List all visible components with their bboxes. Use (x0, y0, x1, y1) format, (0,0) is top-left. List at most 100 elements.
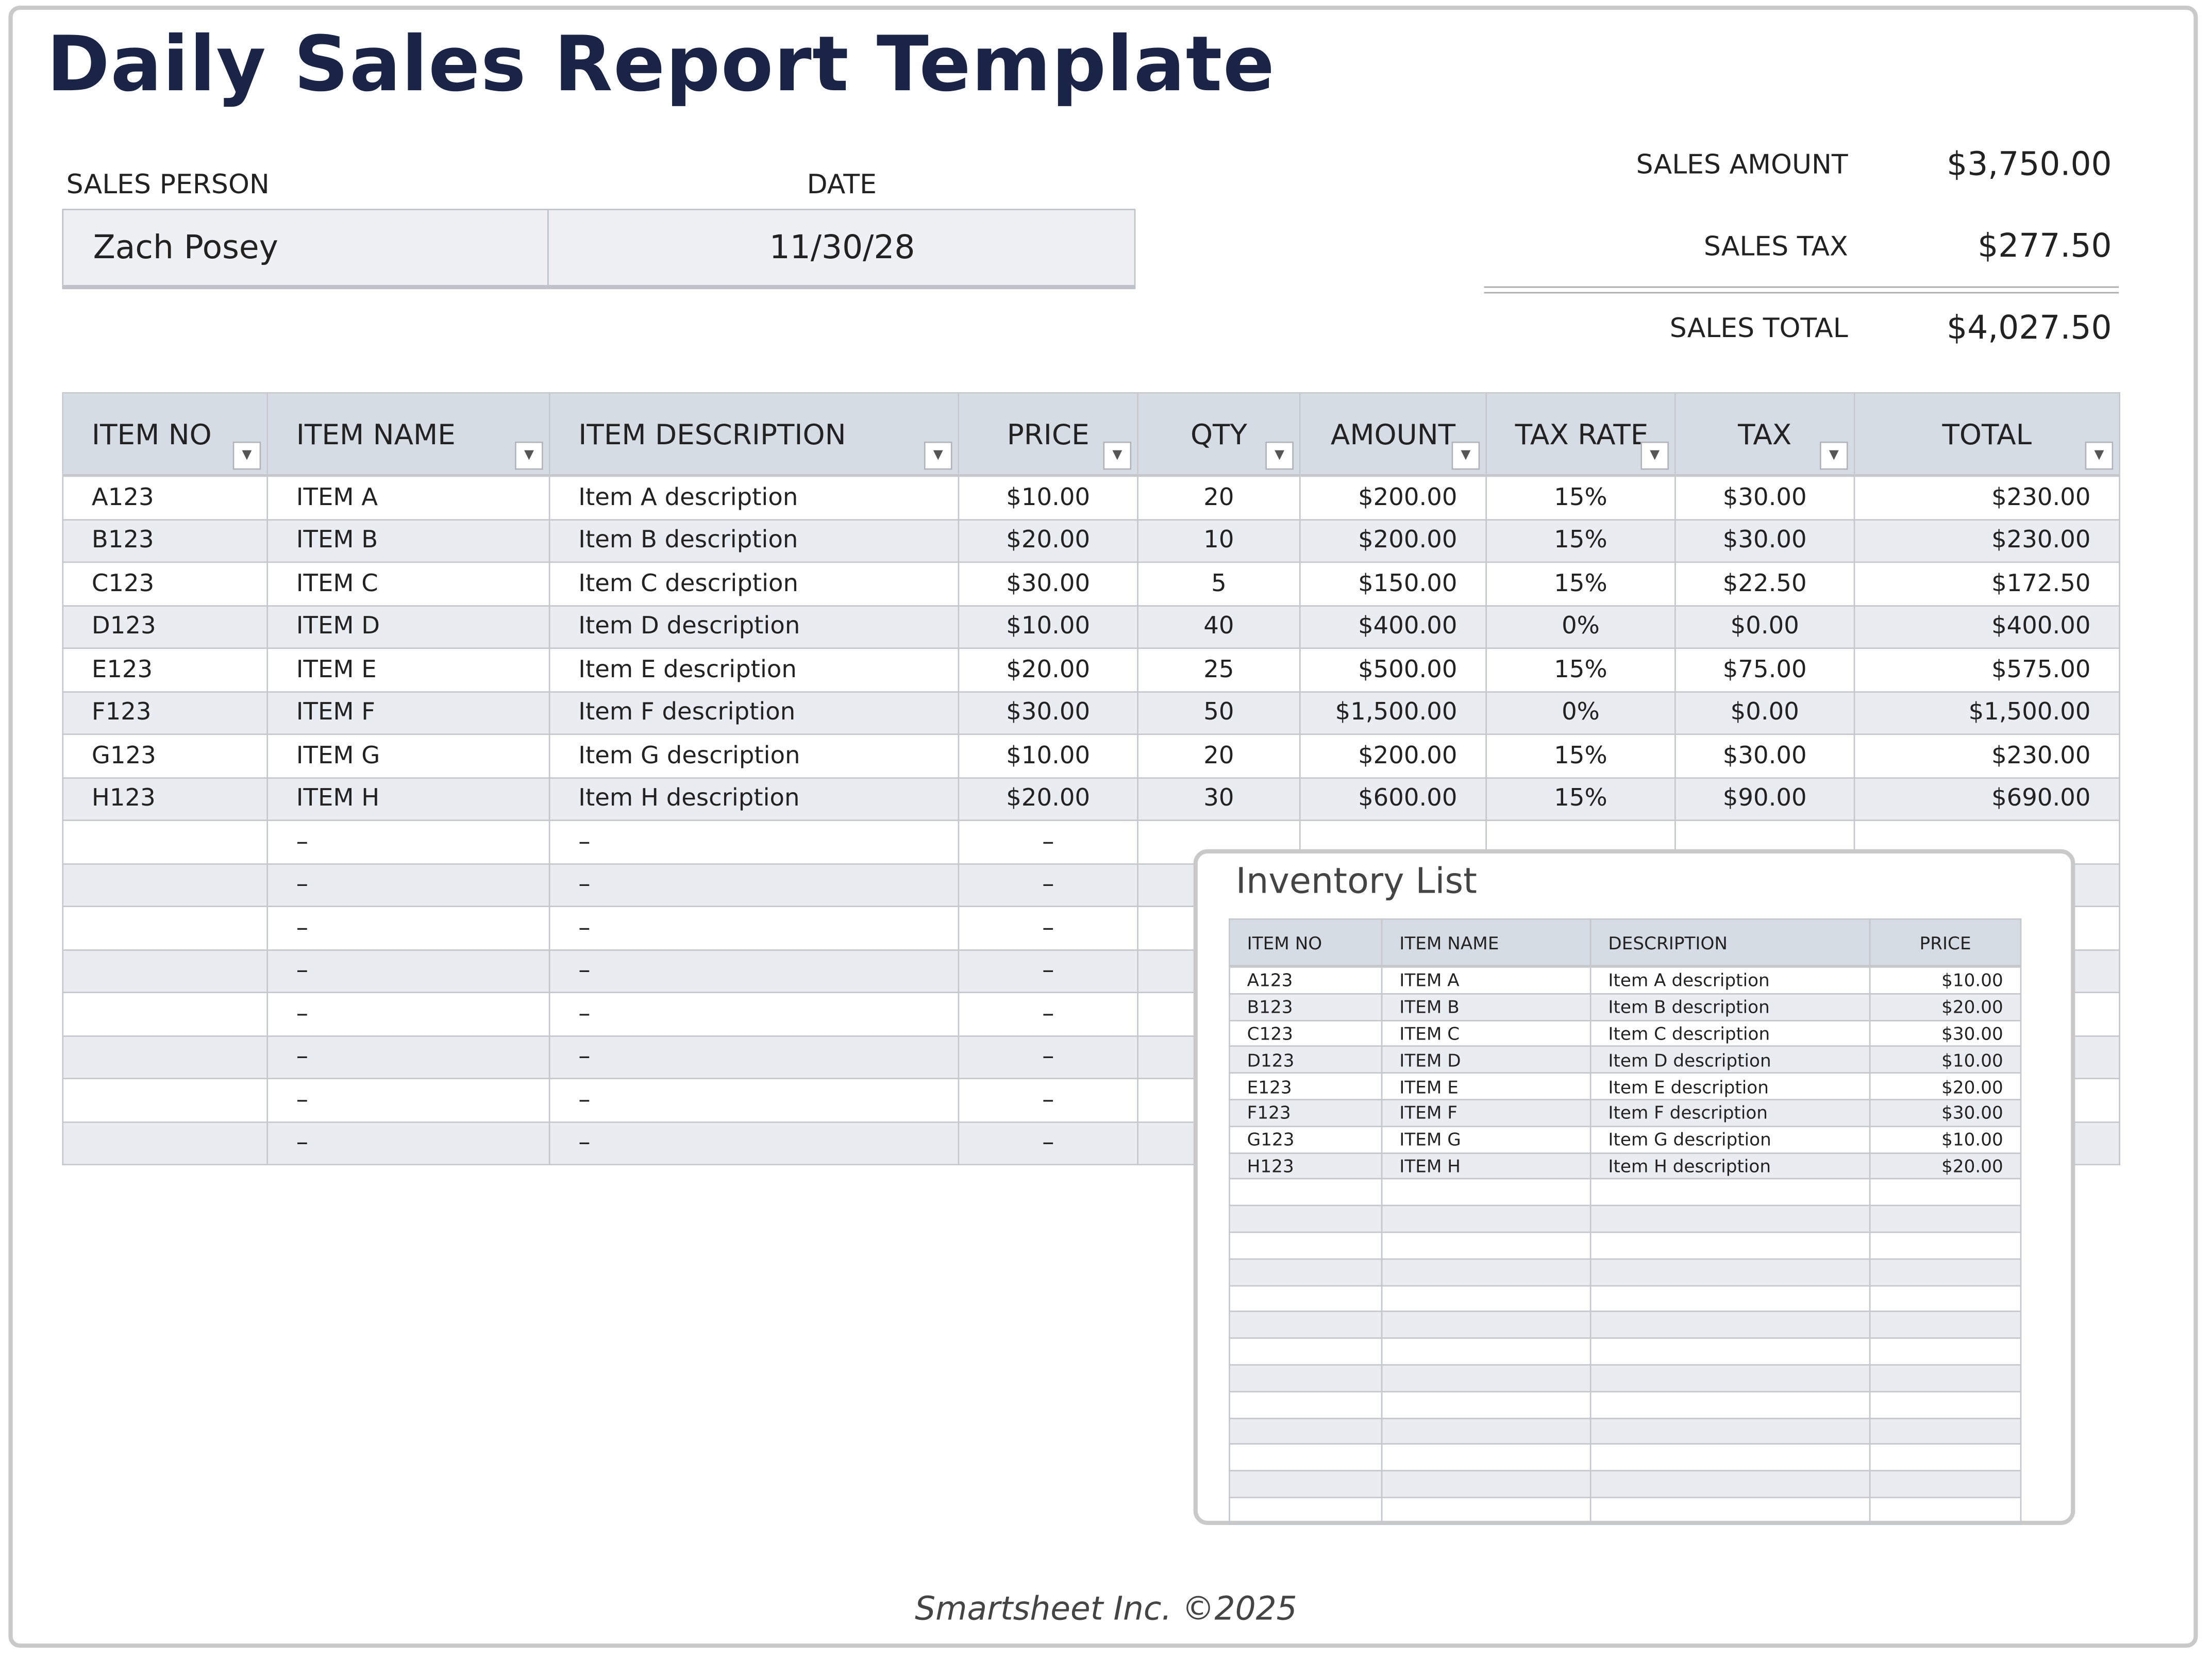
inventory-cell[interactable]: $10.00 (1869, 1125, 2022, 1153)
table-cell[interactable]: $20.00 (958, 518, 1138, 563)
table-cell[interactable] (62, 819, 269, 864)
inventory-cell[interactable] (1869, 1311, 2022, 1339)
table-cell[interactable]: ITEM C (266, 561, 550, 606)
inventory-cell[interactable]: Item C description (1589, 1019, 1871, 1048)
inventory-cell[interactable] (1381, 1470, 1591, 1498)
table-cell[interactable]: – (958, 1078, 1138, 1123)
table-cell[interactable]: $400.00 (1299, 604, 1487, 649)
inventory-cell[interactable] (1381, 1391, 1591, 1419)
table-cell[interactable]: 10 (1137, 518, 1301, 563)
inventory-cell[interactable] (1381, 1364, 1591, 1392)
filter-dropdown-icon[interactable]: ▼ (1640, 441, 1669, 470)
table-cell[interactable]: $10.00 (958, 733, 1138, 778)
table-cell[interactable]: Item B description (548, 518, 960, 563)
table-cell[interactable]: 0% (1485, 690, 1676, 735)
table-cell[interactable]: $200.00 (1299, 733, 1487, 778)
table-cell[interactable]: 20 (1137, 475, 1301, 520)
table-cell[interactable]: ITEM E (266, 647, 550, 692)
inventory-cell[interactable] (1229, 1497, 1383, 1525)
inventory-cell[interactable] (1869, 1444, 2022, 1472)
inventory-cell[interactable] (1381, 1497, 1591, 1525)
table-cell[interactable]: C123 (62, 561, 269, 606)
table-cell[interactable]: – (958, 992, 1138, 1036)
table-cell[interactable]: – (958, 948, 1138, 993)
table-cell[interactable]: $30.00 (1674, 475, 1855, 520)
table-cell[interactable]: B123 (62, 518, 269, 563)
inventory-cell[interactable]: $20.00 (1869, 1072, 2022, 1100)
table-cell[interactable]: F123 (62, 690, 269, 735)
inventory-cell[interactable]: ITEM G (1381, 1125, 1591, 1153)
inventory-cell[interactable] (1381, 1337, 1591, 1366)
inventory-cell[interactable]: F123 (1229, 1099, 1383, 1127)
table-cell[interactable] (62, 1034, 269, 1079)
table-cell[interactable]: – (266, 992, 550, 1036)
table-cell[interactable]: $230.00 (1853, 518, 2121, 563)
table-cell[interactable]: ITEM F (266, 690, 550, 735)
table-cell[interactable]: $0.00 (1674, 604, 1855, 649)
inventory-cell[interactable] (1229, 1178, 1383, 1207)
inventory-cell[interactable] (1869, 1284, 2022, 1313)
inventory-cell[interactable]: Item A description (1589, 965, 1871, 995)
table-cell[interactable]: – (548, 1120, 960, 1165)
filter-dropdown-icon[interactable]: ▼ (924, 441, 952, 470)
inventory-cell[interactable] (1229, 1364, 1383, 1392)
table-cell[interactable]: – (548, 1078, 960, 1123)
table-cell[interactable]: $30.00 (1674, 733, 1855, 778)
inventory-cell[interactable] (1869, 1470, 2022, 1498)
inventory-cell[interactable] (1229, 1311, 1383, 1339)
inventory-cell[interactable] (1381, 1284, 1591, 1313)
table-cell[interactable] (62, 906, 269, 950)
table-cell[interactable]: $10.00 (958, 604, 1138, 649)
inventory-cell[interactable]: $30.00 (1869, 1099, 2022, 1127)
inventory-cell[interactable] (1869, 1417, 2022, 1445)
inventory-cell[interactable]: ITEM H (1381, 1152, 1591, 1180)
filter-dropdown-icon[interactable]: ▼ (515, 441, 543, 470)
table-cell[interactable]: ITEM A (266, 475, 550, 520)
table-cell[interactable]: ITEM G (266, 733, 550, 778)
table-cell[interactable]: $400.00 (1853, 604, 2121, 649)
table-cell[interactable]: 40 (1137, 604, 1301, 649)
inventory-cell[interactable] (1589, 1231, 1871, 1260)
inventory-cell[interactable] (1589, 1364, 1871, 1392)
table-cell[interactable]: – (266, 819, 550, 864)
inventory-cell[interactable] (1589, 1337, 1871, 1366)
table-cell[interactable]: $30.00 (958, 561, 1138, 606)
inventory-cell[interactable] (1229, 1205, 1383, 1233)
filter-dropdown-icon[interactable]: ▼ (1819, 441, 1848, 470)
table-cell[interactable]: $600.00 (1299, 776, 1487, 822)
inventory-cell[interactable] (1381, 1231, 1591, 1260)
table-cell[interactable]: Item F description (548, 690, 960, 735)
inventory-cell[interactable]: ITEM C (1381, 1019, 1591, 1048)
inventory-cell[interactable] (1589, 1258, 1871, 1286)
inventory-cell[interactable]: Item B description (1589, 993, 1871, 1021)
table-cell[interactable]: D123 (62, 604, 269, 649)
inventory-cell[interactable] (1869, 1337, 2022, 1366)
table-cell[interactable]: $200.00 (1299, 518, 1487, 563)
table-cell[interactable]: G123 (62, 733, 269, 778)
inventory-cell[interactable] (1381, 1417, 1591, 1445)
table-cell[interactable]: – (266, 1078, 550, 1123)
inventory-cell[interactable] (1229, 1391, 1383, 1419)
table-cell[interactable]: – (548, 906, 960, 950)
inventory-cell[interactable] (1589, 1444, 1871, 1472)
inventory-cell[interactable]: Item D description (1589, 1046, 1871, 1074)
table-cell[interactable] (62, 1078, 269, 1123)
inventory-cell[interactable] (1589, 1284, 1871, 1313)
table-cell[interactable]: – (266, 1120, 550, 1165)
inventory-cell[interactable] (1381, 1444, 1591, 1472)
table-cell[interactable]: $230.00 (1853, 733, 2121, 778)
inventory-cell[interactable] (1229, 1470, 1383, 1498)
table-cell[interactable]: 0% (1485, 604, 1676, 649)
inventory-cell[interactable]: B123 (1229, 993, 1383, 1021)
table-cell[interactable]: Item C description (548, 561, 960, 606)
inventory-cell[interactable] (1229, 1231, 1383, 1260)
inventory-cell[interactable] (1589, 1391, 1871, 1419)
table-cell[interactable]: – (548, 819, 960, 864)
table-cell[interactable]: $22.50 (1674, 561, 1855, 606)
table-cell[interactable]: – (266, 948, 550, 993)
filter-dropdown-icon[interactable]: ▼ (1265, 441, 1294, 470)
inventory-cell[interactable] (1869, 1231, 2022, 1260)
table-cell[interactable]: – (548, 948, 960, 993)
filter-dropdown-icon[interactable]: ▼ (2085, 441, 2114, 470)
inventory-cell[interactable] (1229, 1444, 1383, 1472)
